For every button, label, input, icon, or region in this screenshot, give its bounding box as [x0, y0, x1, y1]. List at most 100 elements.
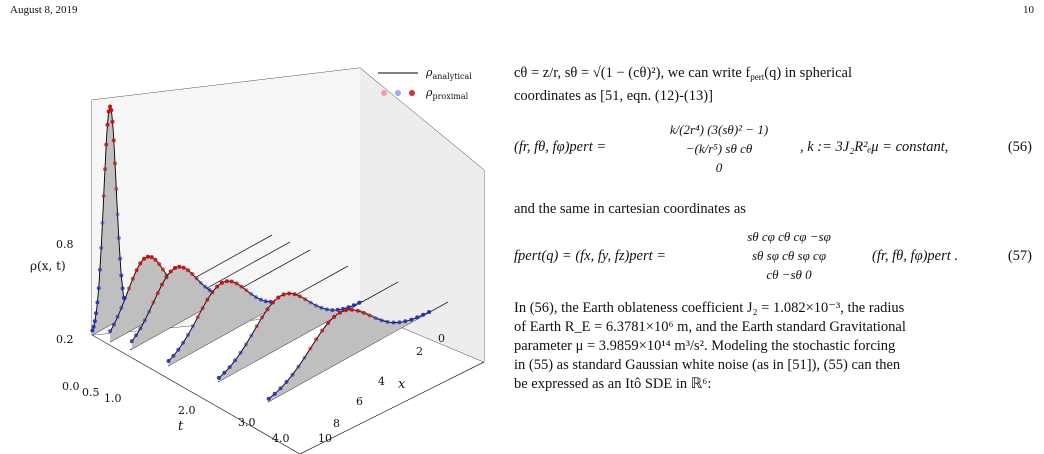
proximal-point — [176, 347, 181, 352]
proximal-point — [297, 294, 302, 299]
para2-line-3: parameter μ = 3.9859×10¹⁴ m³/s². Modelin… — [514, 338, 896, 354]
t-tick-1: 0.5 — [82, 386, 100, 399]
proximal-point — [367, 313, 372, 318]
proximal-point — [115, 314, 120, 319]
proximal-point — [308, 346, 313, 351]
x-tick-2: 4 — [378, 375, 385, 388]
proximal-point — [205, 297, 210, 302]
proximal-point — [320, 328, 325, 333]
proximal-point — [168, 269, 173, 274]
eq57-rhs: (fr, fθ, fφ)pert . — [872, 248, 959, 264]
eq56-row-2: −(k/r⁵) sθ cθ — [685, 141, 753, 156]
proximal-point — [155, 291, 160, 296]
x-tick-4: 8 — [333, 417, 340, 430]
proximal-point — [409, 317, 414, 322]
density-fill-t-5 — [268, 309, 430, 402]
proximal-point — [119, 305, 124, 310]
eq57-row-3: cθ −sθ 0 — [766, 267, 812, 282]
t-tick-3: 2.0 — [178, 404, 196, 417]
density-fill-t-3 — [168, 281, 295, 366]
x-axis-label: x — [398, 377, 406, 392]
proximal-point — [270, 300, 275, 305]
proximal-point — [357, 300, 362, 305]
proximal-point — [100, 220, 105, 225]
proximal-point — [314, 337, 319, 342]
density-fill-t-4 — [218, 293, 362, 382]
proximal-point — [94, 311, 99, 316]
proximal-point — [210, 290, 215, 295]
para2-line-4: in (55) as standard Gaussian white noise… — [514, 357, 901, 373]
proximal-point — [281, 292, 286, 297]
proximal-point — [97, 267, 102, 272]
proximal-point — [391, 320, 396, 325]
legend-proximal-label: ρproximal — [425, 86, 469, 101]
text-column: cθ = z/r, sθ = √(1 − (cθ)²), we can writ… — [514, 64, 1032, 394]
equation-56: (fr, fθ, fφ)pert = k/(2r⁴) (3(sθ)² − 1) … — [514, 120, 1032, 182]
t-tick-4: 3.0 — [238, 416, 256, 429]
density-3d-figure: ρanalytical ρproximal ρ(x, t) 0.8 0.2 0.… — [0, 30, 500, 454]
intro-line-2: coordinates as [51, eqn. (12)-(13)] — [514, 88, 713, 104]
proximal-point — [216, 375, 221, 380]
proximal-point — [233, 358, 238, 363]
proximal-point — [111, 138, 116, 143]
proximal-point — [177, 264, 182, 269]
legend: ρanalytical ρproximal — [378, 66, 472, 101]
eq57-number: (57) — [1007, 248, 1032, 264]
proximal-point — [335, 307, 340, 312]
proximal-point — [130, 276, 135, 281]
proximal-point — [303, 297, 308, 302]
proximal-point — [142, 256, 147, 261]
page-number: 10 — [1023, 4, 1034, 16]
rho-axis-label: ρ(x, t) — [30, 259, 66, 273]
proximal-point — [338, 310, 342, 315]
proximal-point — [110, 119, 115, 124]
proximal-point — [355, 308, 360, 313]
intro-paragraph: cθ = z/r, sθ = √(1 − (cθ)²), we can writ… — [514, 64, 1032, 106]
proximal-point — [324, 307, 329, 312]
proximal-point — [181, 265, 186, 270]
proximal-point — [166, 359, 171, 363]
proximal-point — [343, 308, 348, 313]
proximal-point — [138, 261, 143, 266]
proximal-point — [258, 297, 263, 302]
t-tick-5: 4.0 — [272, 432, 290, 445]
proximal-point — [113, 161, 117, 166]
proximal-point — [319, 305, 324, 310]
t-tick-0: 0.0 — [62, 380, 80, 393]
proximal-point — [254, 295, 258, 300]
proximal-point — [96, 286, 101, 291]
proximal-point — [103, 167, 107, 172]
proximal-point — [161, 267, 165, 272]
proximal-point — [195, 315, 200, 320]
proximal-point — [379, 318, 384, 323]
proximal-point — [138, 326, 143, 331]
proximal-point — [200, 306, 205, 311]
proximal-point — [349, 307, 354, 312]
proximal-point — [203, 284, 208, 289]
proximal-point — [249, 333, 254, 338]
eq57-row-1: sθ cφ cθ cφ −sφ — [747, 229, 831, 244]
proximal-point — [296, 364, 301, 369]
proximal-point — [134, 268, 139, 273]
proximal-point — [346, 305, 351, 310]
t-tick-2: 1.0 — [104, 392, 122, 405]
equation-57: fpert(q) = (fx, fy, fz)pert = sθ cφ cθ c… — [514, 227, 1032, 287]
proximal-point — [265, 307, 270, 312]
x-tick-0: 0 — [438, 332, 445, 345]
baseline-t-3 — [167, 265, 349, 367]
proximal-point — [207, 288, 212, 292]
legend-proximal-dot-1 — [381, 90, 387, 96]
para2-line-1: In (56), the Earth oblateness coefficien… — [514, 300, 905, 316]
proximal-point — [108, 329, 113, 334]
proximal-point — [190, 324, 195, 329]
eq56-row-3: 0 — [715, 160, 723, 175]
proximal-point — [111, 322, 116, 327]
proximal-point — [95, 300, 100, 305]
proximal-point — [153, 257, 158, 262]
proximal-point — [119, 273, 124, 278]
proximal-point — [104, 142, 109, 147]
intro-pert-sub: pert — [750, 72, 765, 82]
proximal-point — [427, 310, 432, 314]
proximal-point — [91, 324, 96, 329]
proximal-point — [92, 319, 97, 324]
